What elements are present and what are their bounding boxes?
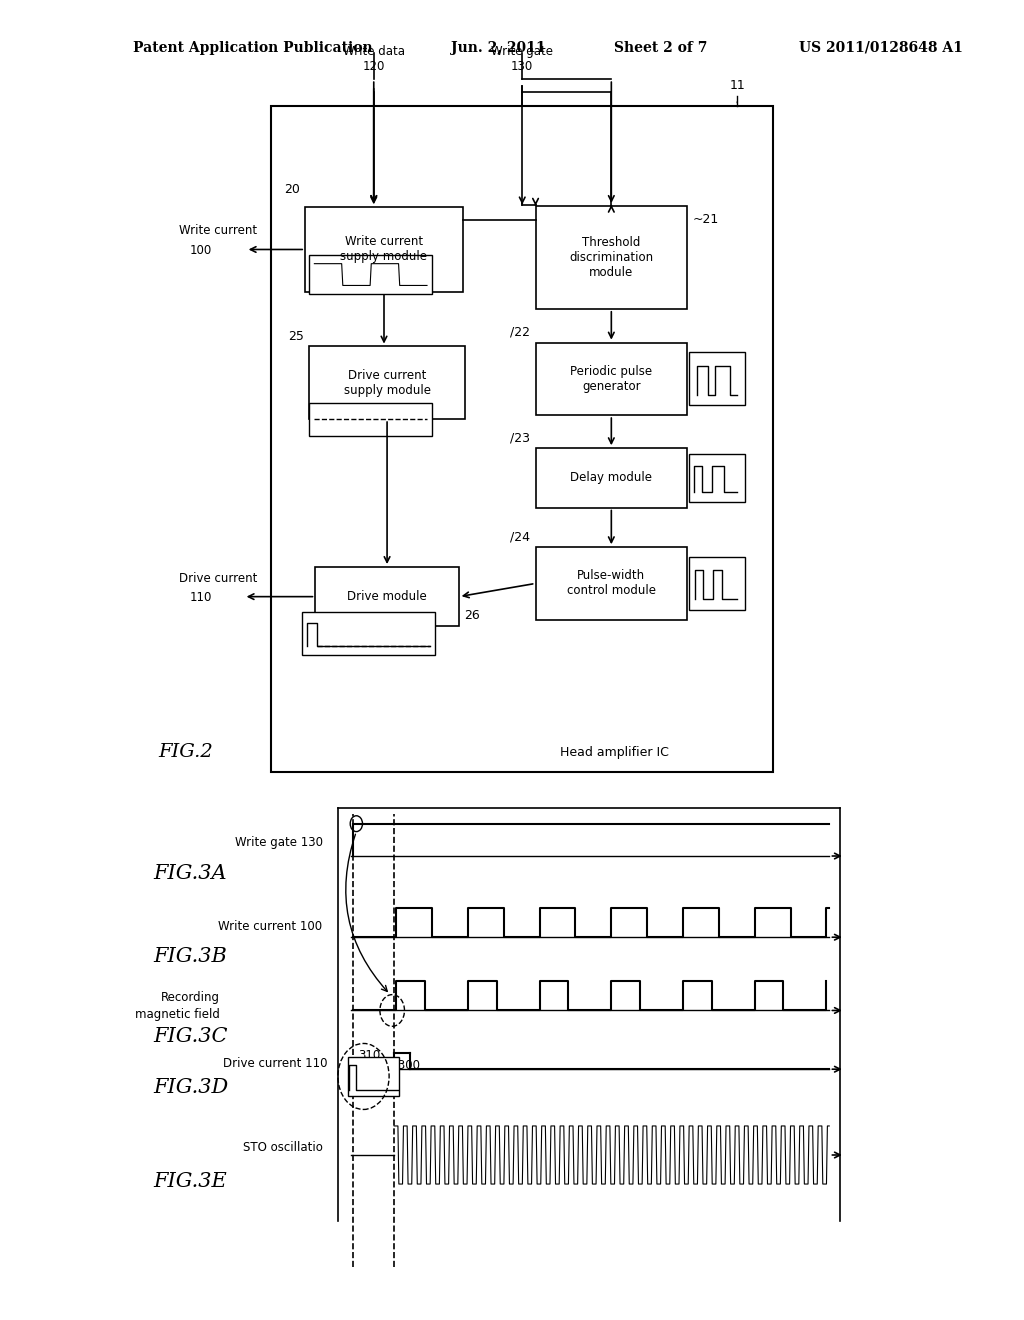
FancyBboxPatch shape <box>536 206 687 309</box>
Text: Drive current
supply module: Drive current supply module <box>344 368 430 397</box>
Text: /23: /23 <box>510 432 530 444</box>
Text: /24: /24 <box>510 531 530 544</box>
Text: Head amplifier IC: Head amplifier IC <box>560 746 669 759</box>
FancyBboxPatch shape <box>348 1056 399 1096</box>
Text: Write current: Write current <box>179 224 257 238</box>
Text: Drive module: Drive module <box>347 590 427 603</box>
Text: FIG.2: FIG.2 <box>159 743 213 762</box>
Text: Write current 100: Write current 100 <box>218 920 323 933</box>
Text: FIG.3C: FIG.3C <box>154 1027 228 1047</box>
FancyBboxPatch shape <box>536 546 687 619</box>
FancyBboxPatch shape <box>305 206 463 292</box>
Text: FIG.3E: FIG.3E <box>154 1172 227 1191</box>
Text: 20: 20 <box>284 183 299 195</box>
Text: Drive current: Drive current <box>179 572 258 585</box>
Text: Write gate 130: Write gate 130 <box>234 837 323 849</box>
Text: ~21: ~21 <box>692 213 719 226</box>
Text: Pulse-width
control module: Pulse-width control module <box>567 569 655 598</box>
FancyBboxPatch shape <box>309 346 465 420</box>
FancyBboxPatch shape <box>689 352 745 405</box>
Text: magnetic field: magnetic field <box>135 1008 220 1020</box>
Text: Threshold
discrimination
module: Threshold discrimination module <box>569 236 653 279</box>
Text: FIG.3B: FIG.3B <box>154 948 227 966</box>
FancyBboxPatch shape <box>536 447 687 507</box>
Text: Recording: Recording <box>161 991 220 1003</box>
FancyBboxPatch shape <box>271 106 773 772</box>
Text: Jun. 2, 2011: Jun. 2, 2011 <box>451 41 545 54</box>
Text: FIG.3A: FIG.3A <box>154 863 227 883</box>
FancyBboxPatch shape <box>302 612 435 655</box>
Text: /22: /22 <box>510 326 530 339</box>
FancyBboxPatch shape <box>536 342 687 414</box>
Text: 100: 100 <box>189 244 212 257</box>
Text: STO oscillatio: STO oscillatio <box>243 1140 323 1154</box>
Text: 26: 26 <box>464 610 479 622</box>
Text: Write gate
130: Write gate 130 <box>492 45 553 73</box>
Text: 25: 25 <box>288 330 304 343</box>
Text: Periodic pulse
generator: Periodic pulse generator <box>570 364 652 393</box>
Text: ~300: ~300 <box>389 1060 421 1072</box>
Text: 11: 11 <box>729 79 745 92</box>
Text: Delay module: Delay module <box>570 471 652 484</box>
Text: 310: 310 <box>358 1049 381 1063</box>
Text: Drive current 110: Drive current 110 <box>223 1057 328 1071</box>
Text: Sheet 2 of 7: Sheet 2 of 7 <box>614 41 708 54</box>
Text: FIG.3D: FIG.3D <box>154 1078 228 1097</box>
FancyBboxPatch shape <box>309 403 432 436</box>
Text: Write current
supply module: Write current supply module <box>341 235 427 264</box>
Text: Patent Application Publication: Patent Application Publication <box>133 41 373 54</box>
Text: Write data
120: Write data 120 <box>343 45 404 73</box>
FancyBboxPatch shape <box>689 557 745 610</box>
Text: 110: 110 <box>189 591 212 605</box>
FancyBboxPatch shape <box>689 454 745 502</box>
FancyBboxPatch shape <box>315 566 459 626</box>
FancyBboxPatch shape <box>309 255 432 294</box>
Text: US 2011/0128648 A1: US 2011/0128648 A1 <box>799 41 963 54</box>
